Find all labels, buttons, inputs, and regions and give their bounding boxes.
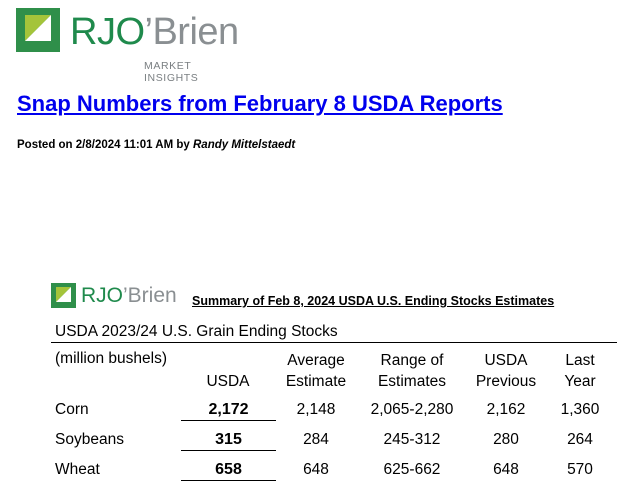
cell-soybeans-last-year: 264 — [567, 431, 593, 448]
cell-soybeans-previous: 280 — [493, 431, 519, 448]
article-title-link[interactable]: Snap Numbers from February 8 USDA Report… — [17, 91, 503, 116]
table-logo-wordmark: RJO’Brien — [81, 284, 177, 308]
cell-wheat-previous: 648 — [493, 461, 519, 478]
logo-wordmark-brien: ’Brien — [144, 11, 240, 53]
logo-tagline: MARKET INSIGHTS — [144, 60, 199, 84]
table-logo: RJO’Brien — [51, 281, 191, 311]
author-name: Randy Mittelstaedt — [193, 139, 296, 151]
cell-soybeans-average: 284 — [303, 431, 329, 448]
col-header-last-year-line1: Last — [565, 352, 595, 369]
cell-wheat-range: 625-662 — [383, 461, 441, 478]
col-header-usda: USDA — [206, 373, 250, 390]
cell-wheat-average: 648 — [303, 461, 329, 478]
table-logo-rjo: RJO — [81, 284, 123, 307]
soybeans-usda-underline — [181, 450, 276, 451]
logo-wordmark: RJO’Brien — [70, 12, 239, 52]
cell-corn-previous: 2,162 — [486, 401, 526, 418]
col-header-average-line2: Estimate — [285, 373, 347, 390]
row-label-corn: Corn — [55, 401, 89, 418]
posted-line: Posted on 2/8/2024 11:01 AM by Randy Mit… — [17, 139, 295, 151]
cell-corn-usda: 2,172 — [208, 401, 249, 418]
table-logo-brien: ’Brien — [123, 284, 177, 307]
rjobrien-logo: RJO’Brien MARKET INSIGHTS — [16, 8, 246, 84]
col-header-average: Average Estimate — [276, 350, 356, 392]
table-section-title: USDA 2023/24 U.S. Grain Ending Stocks — [55, 323, 338, 340]
logo-mark-icon — [16, 8, 60, 52]
posted-prefix: Posted on 2/8/2024 11:01 AM by — [17, 139, 190, 151]
cell-corn-range: 2,065-2,280 — [370, 401, 454, 418]
cell-wheat-last-year: 570 — [567, 461, 593, 478]
col-header-previous: USDA Previous — [466, 350, 546, 392]
table-logo-mark-icon — [51, 283, 76, 308]
cell-wheat-usda: 658 — [215, 461, 242, 478]
cell-corn-last-year: 1,360 — [560, 401, 600, 418]
col-header-last-year: Last Year — [550, 350, 610, 392]
wheat-usda-underline — [181, 480, 276, 481]
col-header-previous-line1: USDA — [484, 352, 528, 369]
header-divider — [51, 342, 617, 343]
row-label-soybeans: Soybeans — [55, 431, 124, 448]
col-header-range-line2: Estimates — [377, 373, 447, 390]
col-header-range: Range of Estimates — [366, 350, 458, 392]
logo-wordmark-rjo: RJO — [70, 11, 145, 53]
col-header-range-line1: Range of — [380, 352, 444, 369]
corn-usda-underline — [181, 420, 276, 421]
cell-corn-average: 2,148 — [296, 401, 336, 418]
col-header-average-line1: Average — [287, 352, 345, 369]
cell-soybeans-usda: 315 — [215, 431, 242, 448]
col-header-previous-line2: Previous — [475, 373, 537, 390]
col-header-last-year-line2: Year — [564, 373, 596, 390]
cell-soybeans-range: 245-312 — [383, 431, 441, 448]
table-summary-title: Summary of Feb 8, 2024 USDA U.S. Ending … — [192, 294, 555, 308]
row-label-wheat: Wheat — [55, 461, 100, 478]
unit-label: (million bushels) — [55, 350, 167, 367]
